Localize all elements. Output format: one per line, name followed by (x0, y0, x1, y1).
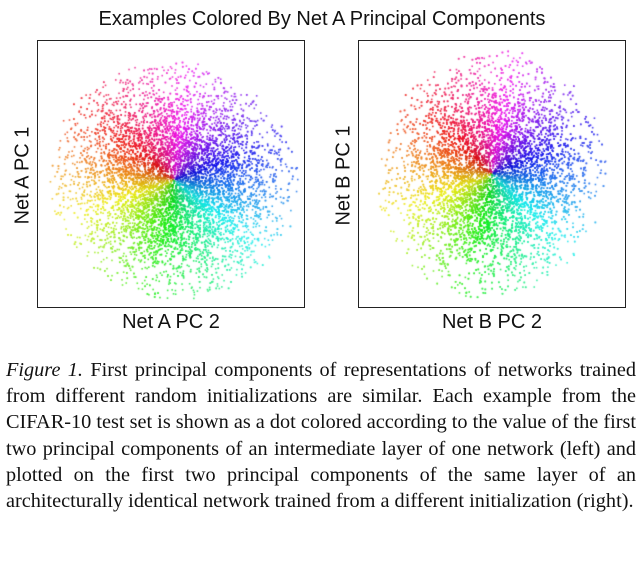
x-axis-label-net-a: Net A PC 2 (122, 311, 220, 333)
x-axis-label-net-b: Net B PC 2 (441, 311, 543, 333)
y-axis-label-net-b: Net B PC 1 (332, 125, 355, 226)
scatter-points-net-b (359, 41, 624, 306)
caption-text: First principal components of representa… (6, 359, 637, 513)
y-axis-label-net-a: Net A PC 1 (11, 126, 34, 225)
figure-title: Examples Colored By Net A Principal Comp… (98, 8, 546, 30)
caption-label: Figure 1. (6, 359, 83, 381)
scatter-panel-net-b (358, 40, 626, 308)
scatter-panel-net-a (37, 40, 305, 308)
scatter-points-net-a (38, 41, 303, 306)
figure-caption: Figure 1. First principal components of … (6, 357, 636, 514)
